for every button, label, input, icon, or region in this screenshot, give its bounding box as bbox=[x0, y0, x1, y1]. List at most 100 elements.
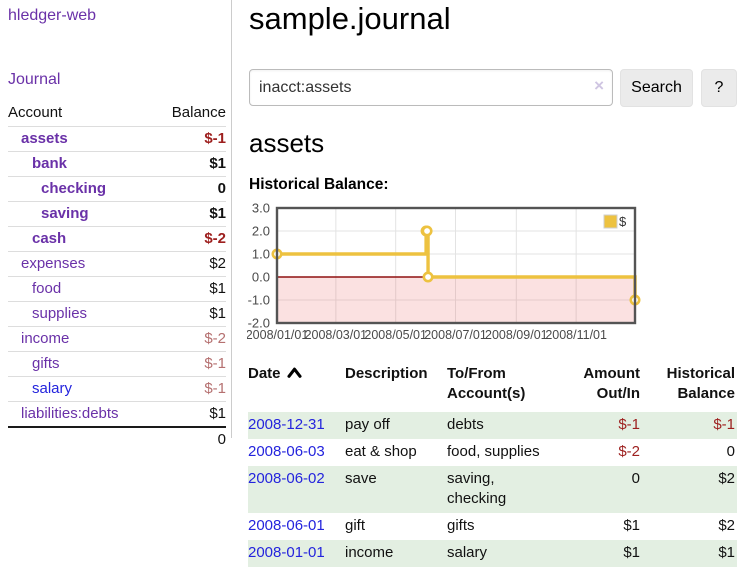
help-button[interactable]: ? bbox=[701, 69, 737, 107]
register-table: Date Description To/From Account(s) Amou… bbox=[248, 360, 737, 567]
account-row: checking 0 bbox=[8, 176, 226, 202]
transaction-description: gift bbox=[345, 517, 366, 534]
account-balance: 0 bbox=[154, 176, 226, 202]
account-row: expenses $2 bbox=[8, 251, 226, 277]
register-header-row: Date Description To/From Account(s) Amou… bbox=[248, 360, 737, 412]
account-balance: $-2 bbox=[154, 226, 226, 252]
accounts-total-row: 0 bbox=[8, 427, 226, 452]
sidebar-account-link[interactable]: liabilities:debts bbox=[21, 405, 119, 422]
transaction-description: eat & shop bbox=[345, 443, 417, 460]
sidebar-account-link[interactable]: supplies bbox=[32, 305, 88, 322]
transaction-description: save bbox=[345, 470, 377, 487]
x-tick-label: 2008/11/01 bbox=[545, 328, 607, 342]
account-row: salary $-1 bbox=[8, 376, 226, 402]
historical-balance-chart: $3.0 2.0 1.0 0.0 -1.0 -2.02008/01/012008/03/0… bbox=[247, 202, 641, 342]
account-row: cash $-2 bbox=[8, 226, 226, 252]
sidebar-account-link[interactable]: bank bbox=[32, 155, 68, 172]
sidebar-account-link[interactable]: checking bbox=[41, 180, 107, 197]
x-tick-label: 2008/03/01 bbox=[305, 328, 368, 342]
register-header-description: Description bbox=[345, 365, 428, 382]
accounts-header-account: Account bbox=[8, 102, 155, 127]
search-button[interactable]: Search bbox=[620, 69, 693, 107]
transaction-balance: $2 bbox=[718, 517, 735, 534]
transaction-accounts: debts bbox=[447, 416, 484, 433]
sidebar-account-link[interactable]: salary bbox=[32, 380, 73, 397]
register-row: 2008-01-01 income salary $1 $1 bbox=[248, 540, 737, 567]
main-content: sample.journal × Search ? assets Histori… bbox=[233, 0, 742, 582]
transaction-accounts: salary bbox=[447, 544, 488, 561]
transaction-accounts: food, supplies bbox=[447, 443, 540, 460]
account-balance: $1 bbox=[154, 401, 226, 428]
search-input[interactable] bbox=[249, 69, 613, 106]
clear-search-icon[interactable]: × bbox=[594, 76, 604, 95]
transaction-date-link[interactable]: 2008-12-31 bbox=[248, 416, 325, 433]
register-header-amount: Amount Out/In bbox=[583, 365, 640, 402]
transaction-amount: $-1 bbox=[618, 416, 640, 433]
account-balance: $-1 bbox=[154, 376, 226, 402]
sidebar-account-link[interactable]: assets bbox=[21, 130, 68, 147]
register-row: 2008-06-01 gift gifts $1 $2 bbox=[248, 513, 737, 540]
transaction-amount: $-2 bbox=[618, 443, 640, 460]
transaction-date-link[interactable]: 2008-06-03 bbox=[248, 443, 325, 460]
register-header-tofrom: To/From Account(s) bbox=[447, 365, 526, 402]
sidebar-account-link[interactable]: gifts bbox=[32, 355, 60, 372]
accounts-table: Account Balance assets $-1 bank $1 checking 0… bbox=[8, 102, 226, 452]
transaction-balance: $2 bbox=[718, 470, 735, 487]
legend-swatch bbox=[603, 214, 618, 229]
x-tick-label: 2008/07/01 bbox=[424, 328, 487, 342]
search-bar: × Search ? bbox=[249, 69, 737, 107]
x-tick-label: 2008/05/01 bbox=[364, 328, 427, 342]
register-header-date[interactable]: Date bbox=[248, 360, 345, 412]
app-title-link[interactable]: hledger-web bbox=[8, 7, 97, 24]
transaction-balance: $1 bbox=[718, 544, 735, 561]
sidebar: hledger-web Journal Account Balance asse… bbox=[0, 0, 232, 448]
transaction-date-link[interactable]: 2008-01-01 bbox=[248, 544, 325, 561]
y-tick-label: 0.0 bbox=[252, 270, 270, 285]
sidebar-account-link[interactable]: cash bbox=[32, 230, 67, 247]
register-row: 2008-06-02 save saving, checking 0 $2 bbox=[248, 466, 737, 513]
account-row: income $-2 bbox=[8, 326, 226, 352]
account-balance: $2 bbox=[154, 251, 226, 277]
account-balance: $1 bbox=[154, 151, 226, 177]
y-tick-label: 2.0 bbox=[252, 224, 270, 239]
register-row: 2008-12-31 pay off debts $-1 $-1 bbox=[248, 412, 737, 439]
transaction-balance: $-1 bbox=[713, 416, 735, 433]
register-header-balance: Historical Balance bbox=[666, 365, 735, 402]
transaction-date-link[interactable]: 2008-06-02 bbox=[248, 470, 325, 487]
account-balance: $1 bbox=[154, 301, 226, 327]
transaction-accounts: saving, checking bbox=[447, 470, 507, 507]
sidebar-account-link[interactable]: food bbox=[32, 280, 62, 297]
sidebar-account-link[interactable]: saving bbox=[41, 205, 89, 222]
transaction-description: income bbox=[345, 544, 394, 561]
sidebar-account-link[interactable]: expenses bbox=[21, 255, 86, 272]
transaction-description: pay off bbox=[345, 416, 390, 433]
accounts-total-value: 0 bbox=[217, 431, 226, 448]
accounts-total-spacer bbox=[8, 427, 154, 452]
transaction-date-link[interactable]: 2008-06-01 bbox=[248, 517, 325, 534]
account-row: gifts $-1 bbox=[8, 351, 226, 377]
chart-title: Historical Balance: bbox=[249, 176, 389, 193]
legend-label: $ bbox=[619, 214, 627, 229]
transaction-accounts: gifts bbox=[447, 517, 475, 534]
y-tick-label: 1.0 bbox=[252, 247, 270, 262]
y-tick-label: -2.0 bbox=[248, 316, 270, 331]
account-row: assets $-1 bbox=[8, 126, 226, 152]
x-tick-label: 2008/01/01 bbox=[247, 328, 308, 342]
account-row: supplies $1 bbox=[8, 301, 226, 327]
account-balance: $1 bbox=[154, 201, 226, 227]
account-row: saving $1 bbox=[8, 201, 226, 227]
sidebar-item-journal[interactable]: Journal bbox=[8, 71, 61, 88]
account-row: liabilities:debts $1 bbox=[8, 401, 226, 428]
account-row: food $1 bbox=[8, 276, 226, 302]
account-balance: $-1 bbox=[154, 126, 226, 152]
register-row: 2008-06-03 eat & shop food, supplies $-2 0 bbox=[248, 439, 737, 466]
accounts-header-balance: Balance bbox=[154, 102, 226, 127]
transaction-balance: 0 bbox=[726, 443, 735, 460]
page-title: sample.journal bbox=[249, 1, 451, 36]
account-row: bank $1 bbox=[8, 151, 226, 177]
account-balance: $-2 bbox=[154, 326, 226, 352]
sort-ascending-icon bbox=[286, 364, 302, 384]
y-tick-label: -1.0 bbox=[248, 293, 270, 308]
sidebar-account-link[interactable]: income bbox=[21, 330, 70, 347]
transaction-amount: 0 bbox=[631, 470, 640, 487]
